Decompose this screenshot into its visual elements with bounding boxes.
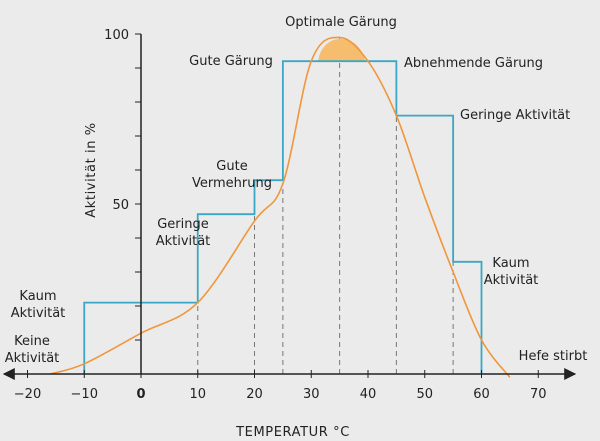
- x-tick-label: −20: [14, 387, 41, 402]
- annotation-label: Hefe stirbt: [519, 349, 588, 364]
- annotation-line: Geringe Aktivität: [460, 108, 570, 123]
- curve-series-line: [49, 36, 511, 378]
- axes: [2, 33, 577, 380]
- annotation-line: Aktivität: [156, 234, 211, 249]
- x-tick-label: 20: [246, 387, 263, 402]
- annotation-label: Geringe Aktivität: [460, 108, 570, 123]
- x-axis-label: TEMPERATUR °C: [235, 425, 350, 440]
- x-tick-label: 50: [416, 387, 433, 402]
- annotation-label: Gute Gärung: [189, 54, 273, 69]
- annotation-line: Optimale Gärung: [285, 15, 397, 30]
- y-axis-label: Aktivität in %: [84, 122, 99, 217]
- x-tick-label: 60: [473, 387, 490, 402]
- x-tick-label: 10: [189, 387, 206, 402]
- annotation-line: Geringe: [157, 217, 209, 232]
- x-tick-label: 70: [530, 387, 547, 402]
- annotation-line: Kaum: [492, 256, 529, 271]
- annotation-line: Aktivität: [484, 273, 539, 288]
- x-tick-label: 30: [303, 387, 320, 402]
- annotation-line: Abnehmende Gärung: [404, 56, 543, 71]
- tick-labels: −20 −10 0 10 20 30 40 50 60 70 50 100: [14, 28, 547, 402]
- annotation-line: Aktivität: [11, 306, 66, 321]
- series-lines: [49, 36, 511, 378]
- annotation-label: Keine Aktivität: [5, 334, 60, 366]
- annotation-line: Keine: [14, 334, 50, 349]
- step-series-line: [83, 60, 483, 374]
- annotation-line: Aktivität: [5, 351, 60, 366]
- annotation-label: Kaum Aktivität: [11, 289, 66, 321]
- annotations: Keine Aktivität Kaum Aktivität Geringe Aktivi…: [5, 15, 588, 366]
- dashed-guide-lines: [197, 37, 454, 374]
- y-tick-label: 50: [112, 198, 129, 213]
- x-tick-label: 40: [360, 387, 377, 402]
- annotation-line: Gute: [216, 159, 247, 174]
- annotation-label: Abnehmende Gärung: [404, 56, 543, 71]
- annotation-line: Kaum: [19, 289, 56, 304]
- annotation-line: Gute Gärung: [189, 54, 273, 69]
- x-tick-label: 0: [136, 387, 145, 402]
- annotation-line: Hefe stirbt: [519, 349, 588, 364]
- x-tick-label: −10: [71, 387, 98, 402]
- annotation-line: Vermehrung: [192, 176, 272, 191]
- annotation-label: Kaum Aktivität: [484, 256, 539, 288]
- annotation-label: Gute Vermehrung: [192, 159, 272, 191]
- annotation-label: Optimale Gärung: [285, 15, 397, 30]
- y-tick-label: 100: [104, 28, 129, 43]
- annotation-label: Geringe Aktivität: [156, 217, 211, 249]
